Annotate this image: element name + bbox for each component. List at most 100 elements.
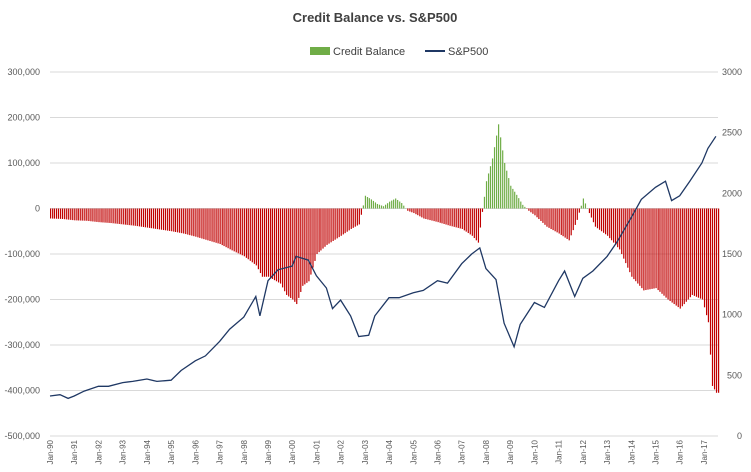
credit-balance-bar bbox=[651, 208, 653, 289]
credit-balance-bar bbox=[653, 208, 655, 289]
credit-balance-bar bbox=[277, 208, 280, 283]
credit-balance-bar bbox=[368, 198, 370, 209]
credit-balance-bar bbox=[128, 208, 130, 226]
credit-balance-bar bbox=[594, 208, 597, 227]
credit-balance-bar bbox=[409, 208, 411, 212]
credit-balance-bar bbox=[342, 208, 344, 235]
credit-balance-bar bbox=[532, 208, 534, 214]
credit-balance-bar bbox=[167, 208, 169, 231]
x-tick-label: Jan-91 bbox=[70, 439, 79, 464]
credit-balance-bar bbox=[233, 208, 235, 252]
credit-balance-bar bbox=[520, 201, 522, 209]
credit-balance-bar bbox=[477, 208, 480, 243]
credit-balance-bar bbox=[164, 208, 167, 231]
credit-balance-bar bbox=[562, 208, 564, 237]
credit-balance-bar bbox=[370, 199, 372, 209]
credit-balance-bar bbox=[213, 208, 215, 243]
x-tick-label: Jan-01 bbox=[312, 439, 321, 464]
y-right-tick-label: 1500 bbox=[722, 249, 742, 259]
credit-balance-bar bbox=[181, 208, 183, 234]
credit-balance-bar bbox=[364, 195, 367, 209]
credit-balance-bar bbox=[146, 208, 149, 228]
credit-balance-bar bbox=[621, 208, 623, 255]
credit-balance-bar bbox=[397, 199, 399, 209]
y-left-tick-label: -300,000 bbox=[4, 340, 40, 350]
x-tick-label: Jan-94 bbox=[143, 439, 152, 464]
x-tick-label: Jan-00 bbox=[288, 439, 297, 464]
credit-balance-bar bbox=[596, 208, 599, 229]
credit-balance-bar bbox=[524, 206, 526, 209]
credit-balance-bar bbox=[55, 208, 58, 219]
credit-balance-bar bbox=[251, 208, 253, 263]
credit-balance-bar bbox=[546, 208, 548, 227]
credit-balance-bar bbox=[447, 208, 449, 226]
credit-balance-bar bbox=[578, 208, 580, 213]
credit-balance-bar bbox=[427, 208, 429, 220]
credit-balance-bar bbox=[459, 208, 461, 229]
x-tick-label: Jan-14 bbox=[627, 439, 636, 464]
credit-balance-bar bbox=[489, 166, 492, 209]
credit-balance-bar bbox=[536, 208, 538, 218]
credit-balance-bar bbox=[534, 208, 536, 216]
credit-balance-bar bbox=[441, 208, 443, 224]
credit-balance-bar bbox=[134, 208, 136, 226]
credit-balance-bar bbox=[169, 208, 171, 231]
credit-balance-bar bbox=[605, 208, 607, 235]
credit-balance-bar bbox=[344, 208, 346, 234]
credit-balance-bar bbox=[298, 208, 300, 298]
credit-balance-bar bbox=[350, 208, 352, 229]
credit-balance-bars bbox=[50, 124, 720, 393]
credit-balance-bar bbox=[219, 208, 221, 244]
credit-balance-bar bbox=[282, 208, 284, 288]
credit-balance-bar bbox=[703, 208, 706, 308]
credit-balance-bar bbox=[540, 208, 542, 221]
credit-balance-bar bbox=[391, 200, 393, 209]
credit-balance-bar bbox=[154, 208, 157, 229]
credit-balance-bar bbox=[241, 208, 243, 256]
credit-balance-bar bbox=[603, 208, 605, 233]
credit-balance-bar bbox=[261, 208, 264, 277]
credit-balance-bar bbox=[633, 208, 635, 280]
credit-balance-bar bbox=[407, 208, 409, 211]
credit-balance-bar bbox=[415, 208, 417, 215]
credit-balance-bar bbox=[326, 208, 328, 245]
credit-balance-bar bbox=[417, 208, 419, 216]
credit-balance-bar bbox=[461, 208, 463, 229]
credit-balance-bar bbox=[286, 208, 288, 295]
credit-balance-bar bbox=[522, 204, 524, 209]
credit-balance-bar bbox=[679, 208, 681, 309]
credit-balance-bar bbox=[552, 208, 554, 231]
credit-balance-bar bbox=[76, 208, 78, 221]
y-right-tick-label: 1000 bbox=[722, 310, 742, 320]
x-tick-label: Jan-08 bbox=[482, 439, 491, 464]
credit-balance-bar bbox=[566, 208, 568, 239]
credit-balance-bar bbox=[173, 208, 175, 232]
credit-balance-bar bbox=[469, 208, 471, 235]
credit-balance-bar bbox=[637, 208, 639, 284]
credit-balance-bar bbox=[160, 208, 163, 230]
credit-balance-bar bbox=[179, 208, 181, 233]
credit-balance-bar bbox=[564, 208, 566, 238]
credit-balance-bar bbox=[378, 204, 381, 209]
credit-balance-bar bbox=[435, 208, 437, 222]
credit-balance-bar bbox=[437, 208, 439, 223]
credit-balance-bar bbox=[259, 208, 262, 274]
credit-balance-bar bbox=[713, 208, 716, 390]
credit-balance-bar bbox=[314, 208, 316, 261]
credit-balance-bar bbox=[677, 208, 679, 308]
y-right-tick-label: 3000 bbox=[722, 67, 742, 77]
credit-balance-bar bbox=[324, 208, 326, 247]
credit-balance-bar bbox=[53, 208, 56, 219]
credit-balance-bar bbox=[243, 208, 245, 257]
credit-balance-bar bbox=[207, 208, 209, 241]
credit-balance-bar bbox=[64, 208, 66, 220]
credit-balance-bar bbox=[235, 208, 237, 253]
credit-balance-bar bbox=[496, 135, 498, 209]
x-tick-label: Jan-03 bbox=[361, 439, 370, 464]
credit-balance-bar bbox=[300, 208, 302, 292]
credit-balance-bar bbox=[615, 208, 617, 245]
credit-balance-bar bbox=[110, 208, 112, 224]
credit-balance-bar bbox=[681, 208, 683, 307]
credit-balance-bar bbox=[211, 208, 213, 242]
y-axis-right: 3000 2500 2000 1500 1000 500 0 bbox=[722, 67, 742, 441]
